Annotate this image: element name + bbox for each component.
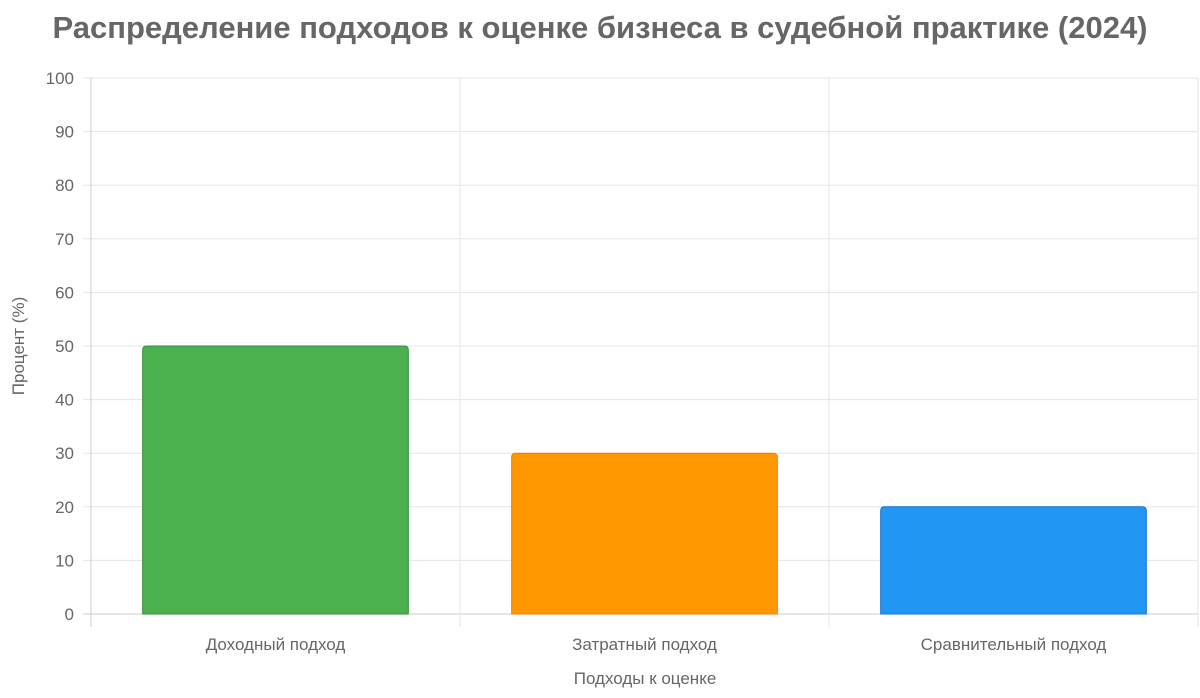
y-tick-label: 30 (55, 444, 74, 463)
y-tick-label: 50 (55, 337, 74, 356)
y-tick-label: 60 (55, 283, 74, 302)
y-tick-label: 20 (55, 498, 74, 517)
bar[interactable] (511, 452, 778, 615)
y-tick-label: 40 (55, 391, 74, 410)
y-tick-label: 10 (55, 551, 74, 570)
x-tick-label: Сравнительный подход (921, 635, 1107, 654)
y-tick-label: 80 (55, 176, 74, 195)
x-axis-title: Подходы к оценке (574, 669, 717, 688)
bars (142, 345, 1147, 615)
y-tick-label: 100 (46, 69, 74, 88)
chart-title: Распределение подходов к оценке бизнеса … (52, 10, 1148, 45)
x-tick-label: Затратный подход (572, 635, 717, 654)
y-axis-title: Процент (%) (9, 297, 28, 395)
x-axis-ticks: Доходный подход Затратный подход Сравнител… (206, 635, 1107, 654)
y-axis-ticks: 0 10 20 30 40 50 60 70 80 90 100 (46, 69, 74, 624)
y-tick-label: 90 (55, 123, 74, 142)
y-tick-label: 70 (55, 230, 74, 249)
bar[interactable] (880, 506, 1147, 615)
bar[interactable] (142, 345, 409, 615)
y-tick-label: 0 (65, 605, 74, 624)
x-tick-label: Доходный подход (206, 635, 346, 654)
